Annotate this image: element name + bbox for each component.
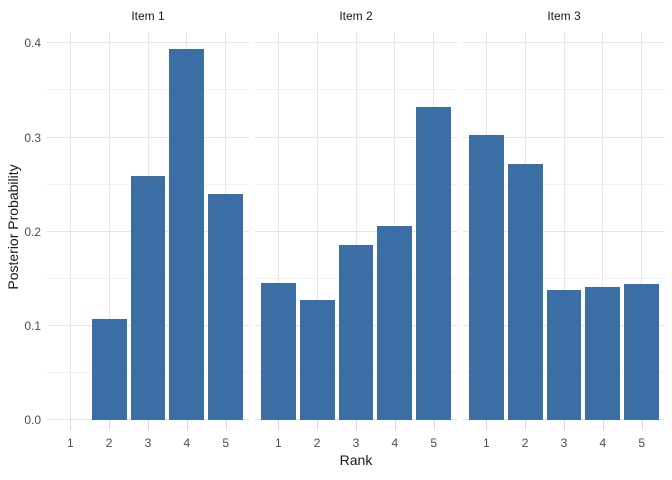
x-tick-label: 5 — [638, 436, 646, 450]
facet-panel — [47, 32, 249, 420]
x-tick-mark — [486, 420, 488, 430]
bar-item1-rank3 — [130, 176, 166, 420]
x-tick-label: 2 — [521, 436, 529, 450]
x-tick-label: 5 — [430, 436, 438, 450]
bar-item1-rank5 — [208, 194, 244, 420]
bar-item3-rank4 — [585, 287, 621, 420]
x-tick-label: 1 — [66, 436, 74, 450]
grid-line-vertical — [602, 32, 604, 420]
grid-line-vertical — [394, 32, 396, 420]
bar-item3-rank5 — [624, 284, 660, 420]
grid-line-vertical — [641, 32, 643, 420]
x-tick-label: 2 — [105, 436, 113, 450]
x-tick-label: 3 — [352, 436, 360, 450]
x-tick-mark — [394, 420, 396, 430]
y-tick-label: 0.2 — [24, 224, 41, 239]
bar-item1-rank2 — [91, 319, 127, 420]
bar-item2-rank1 — [260, 282, 296, 420]
bar-item3-rank2 — [507, 163, 543, 420]
x-tick-mark — [641, 420, 643, 430]
x-tick-mark — [225, 420, 227, 430]
bar-item3-rank3 — [546, 290, 582, 420]
x-tick-mark — [564, 420, 565, 430]
x-tick-mark — [525, 420, 527, 430]
x-tick-label: 5 — [222, 436, 230, 450]
bar-item1-rank4 — [169, 49, 205, 420]
x-tick-label: 4 — [391, 436, 399, 450]
bar-item2-rank3 — [338, 244, 374, 420]
x-tick-label: 1 — [274, 436, 282, 450]
x-tick-label: 1 — [482, 436, 490, 450]
facet-panel — [255, 32, 457, 420]
facet-strip-label: Item 1 — [131, 9, 165, 23]
facet-strip-label: Item 2 — [339, 9, 373, 23]
x-tick-mark — [70, 420, 72, 430]
y-tick-label: 0.3 — [24, 130, 41, 145]
x-tick-label: 4 — [183, 436, 191, 450]
grid-line-vertical — [69, 32, 71, 420]
grid-line-vertical — [355, 32, 357, 420]
x-tick-label: 2 — [313, 436, 321, 450]
x-tick-mark — [278, 420, 280, 430]
grid-line-vertical — [108, 32, 110, 420]
grid-line-vertical — [277, 32, 279, 420]
bar-item2-rank5 — [416, 107, 452, 420]
y-tick-label: 0.1 — [24, 318, 41, 333]
x-tick-label: 3 — [560, 436, 568, 450]
grid-line-vertical — [316, 32, 318, 420]
x-tick-mark — [109, 420, 111, 430]
x-tick-mark — [356, 420, 357, 430]
bar-item2-rank4 — [377, 226, 413, 420]
x-tick-label: 4 — [599, 436, 607, 450]
x-tick-mark — [433, 420, 435, 430]
bar-item2-rank2 — [299, 300, 335, 420]
y-tick-label: 0.0 — [24, 413, 41, 427]
facet-strip-label: Item 3 — [547, 9, 581, 23]
bar-item3-rank1 — [468, 134, 504, 420]
facet-panel — [463, 32, 665, 420]
x-tick-mark — [317, 420, 319, 430]
y-tick-label: 0.4 — [24, 36, 41, 51]
x-tick-label: 3 — [144, 436, 152, 450]
grid-line-vertical — [563, 32, 565, 420]
x-axis-title: Rank — [339, 452, 373, 468]
x-tick-mark — [148, 420, 149, 430]
x-tick-mark — [186, 420, 188, 430]
x-tick-mark — [602, 420, 604, 430]
